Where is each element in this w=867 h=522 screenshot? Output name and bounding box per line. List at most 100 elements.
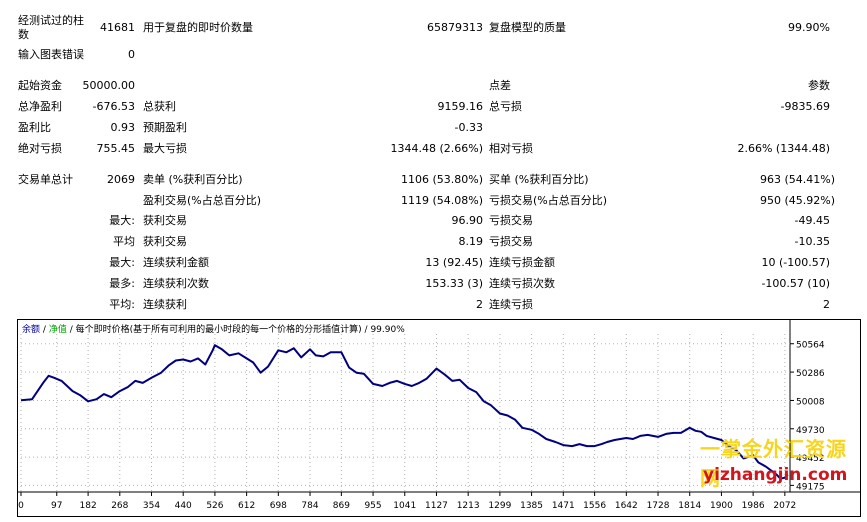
net-profit-label: 总净盈利: [18, 100, 62, 113]
avg-loss-label: 亏损交易: [489, 235, 533, 248]
maximal-consec-loss-value: -100.57 (10): [761, 277, 830, 290]
avg-consec-wins-label: 连续获利: [143, 298, 187, 311]
watermark-logo-cn: 一掌金外汇资源网: [700, 437, 847, 490]
loss-trades-value: 950 (45.92%): [760, 194, 836, 207]
legend-description: 每个即时价格(基于所有可利用的最小时段的每一个价格的分形插值计算): [75, 325, 362, 335]
x-tick-label: 526: [206, 501, 223, 511]
largest-loss-value: -49.45: [794, 214, 830, 227]
maximal-consec-profit-value: 153.33 (3): [425, 277, 483, 290]
x-tick-label: 1556: [583, 501, 606, 511]
legend-quality: 99.90%: [370, 325, 405, 335]
max-consec-losses-value: 10 (-100.57): [761, 256, 830, 269]
ticks-value: 65879313: [427, 21, 483, 34]
x-tick-label: 354: [143, 501, 160, 511]
maximal-consec-profit-label: 连续获利次数: [143, 277, 209, 290]
y-tick-label: 50008: [796, 397, 825, 407]
gross-profit-value: 9159.16: [437, 100, 484, 113]
x-tick-label: 784: [301, 501, 318, 511]
maximal-consec-loss-label: 连续亏损次数: [489, 277, 555, 290]
largest-prefix: 最大:: [109, 214, 135, 227]
avg-loss-value: -10.35: [794, 235, 830, 248]
max-consec-wins-value: 13 (92.45): [425, 256, 483, 269]
max-drawdown-value: 1344.48 (2.66%): [390, 142, 483, 155]
profit-factor-value: 0.93: [110, 121, 136, 134]
legend-separator: /: [42, 325, 46, 335]
x-tick-label: 97: [51, 501, 62, 511]
bars-tested-label: 经测试过的柱数: [18, 14, 84, 41]
x-tick-label: 1728: [647, 501, 670, 511]
max-consec-losses-label: 连续亏损金额: [489, 256, 555, 269]
profit-factor-label: 盈利比: [18, 121, 51, 134]
quality-label: 复盘模型的质量: [489, 21, 566, 34]
gross-loss-label: 总亏损: [489, 100, 522, 113]
y-tick-label: 49730: [796, 426, 825, 436]
chart-legend: 余额 / 净值 / 每个即时价格(基于所有可利用的最小时段的每一个价格的分形插值…: [22, 322, 405, 335]
x-tick-label: 182: [80, 501, 97, 511]
x-tick-label: 268: [111, 501, 128, 511]
mismatch-label: 输入图表错误: [18, 48, 84, 61]
x-tick-label: 1642: [615, 501, 638, 511]
y-tick-label: 49175: [796, 482, 825, 492]
quality-value: 99.90%: [788, 21, 830, 34]
gross-loss-value: -9835.69: [780, 100, 830, 113]
total-trades-value: 2069: [107, 173, 135, 186]
legend-balance: 余额: [22, 325, 41, 335]
x-tick-label: 612: [238, 501, 255, 511]
largest-profit-value: 96.90: [451, 214, 484, 227]
ticks-label: 用于复盘的即时价数量: [143, 21, 253, 34]
long-trades-value: 963 (54.41%): [760, 173, 836, 186]
x-tick-label: 869: [333, 501, 350, 511]
avg-consec-prefix: 平均:: [109, 298, 135, 311]
avg-profit-label: 获利交易: [143, 235, 187, 248]
short-trades-label: 卖单 (%获利百分比): [143, 173, 243, 186]
x-tick-label: 440: [175, 501, 192, 511]
initial-deposit-label: 起始资金: [18, 79, 62, 92]
balance-line: [20, 344, 789, 480]
mismatch-value: 0: [128, 48, 135, 61]
x-tick-label: 955: [364, 501, 381, 511]
maximal-prefix: 最多:: [109, 277, 135, 290]
profit-trades-label: 盈利交易(%占总百分比): [143, 194, 262, 207]
x-tick-label: 698: [270, 501, 287, 511]
y-tick-label: 50286: [796, 369, 825, 379]
x-tick-label: 1041: [393, 501, 416, 511]
average-prefix: 平均: [113, 235, 135, 248]
balance-chart: 50564 50286 50008 49730 49452 49175 0 97 182 268 3…: [17, 319, 861, 517]
x-tick-label: 0: [18, 501, 24, 511]
initial-deposit-value: 50000.00: [82, 79, 136, 92]
x-tick-label: 1385: [520, 501, 543, 511]
gross-profit-label: 总获利: [143, 100, 176, 113]
backtest-report: 经测试过的柱数 41681 用于复盘的即时价数量 65879313 复盘模型的质…: [18, 14, 836, 311]
x-tick-label: 2072: [773, 501, 796, 511]
bars-tested-value: 41681: [100, 21, 135, 34]
x-tick-label: 1299: [488, 501, 511, 511]
legend-separator: /: [364, 325, 368, 335]
spread-value: 参数: [808, 79, 830, 92]
y-tick-label: 49452: [796, 454, 825, 464]
loss-trades-label: 亏损交易(%占总百分比): [489, 194, 608, 207]
x-tick-label: 1471: [552, 501, 575, 511]
avg-consec-losses-value: 2: [823, 298, 830, 311]
spread-label: 点差: [489, 79, 511, 92]
abs-drawdown-label: 绝对亏损: [18, 142, 62, 155]
long-trades-label: 买单 (%获利百分比): [489, 173, 589, 186]
max-drawdown-label: 最大亏损: [143, 142, 187, 155]
avg-profit-value: 8.19: [458, 235, 484, 248]
avg-consec-losses-label: 连续亏损: [489, 298, 533, 311]
net-profit-value: -676.53: [92, 100, 135, 113]
profit-trades-value: 1119 (54.08%): [400, 194, 483, 207]
largest-profit-label: 获利交易: [143, 214, 187, 227]
largest-loss-label: 亏损交易: [489, 214, 533, 227]
avg-consec-wins-value: 2: [476, 298, 483, 311]
legend-equity: 净值: [48, 325, 67, 335]
x-tick-label: 1213: [457, 501, 480, 511]
x-tick-label: 1986: [742, 501, 765, 511]
total-trades-label: 交易单总计: [18, 173, 73, 186]
x-tick-label: 1127: [425, 501, 448, 511]
max-consec-wins-label: 连续获利金额: [143, 256, 209, 269]
balance-chart-svg: 50564 50286 50008 49730 49452 49175 0 97 182 268 3…: [18, 320, 860, 511]
expected-payoff-label: 预期盈利: [143, 121, 187, 134]
x-tick-label: 1900: [710, 501, 733, 511]
watermark-logo-url: yizhangjin.com: [703, 465, 848, 485]
short-trades-value: 1106 (53.80%): [400, 173, 483, 186]
